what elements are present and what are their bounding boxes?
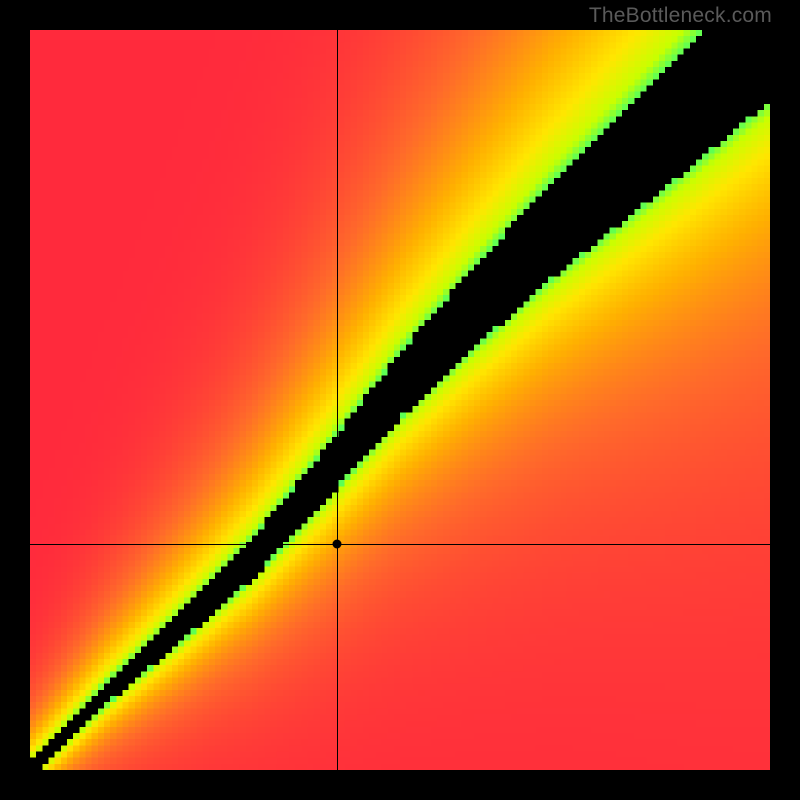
crosshair-horizontal [30, 544, 770, 545]
heatmap-canvas [30, 30, 770, 770]
heatmap-plot [30, 30, 770, 770]
data-point-marker [333, 540, 342, 549]
crosshair-vertical [337, 30, 338, 770]
watermark-text: TheBottleneck.com [589, 4, 772, 28]
